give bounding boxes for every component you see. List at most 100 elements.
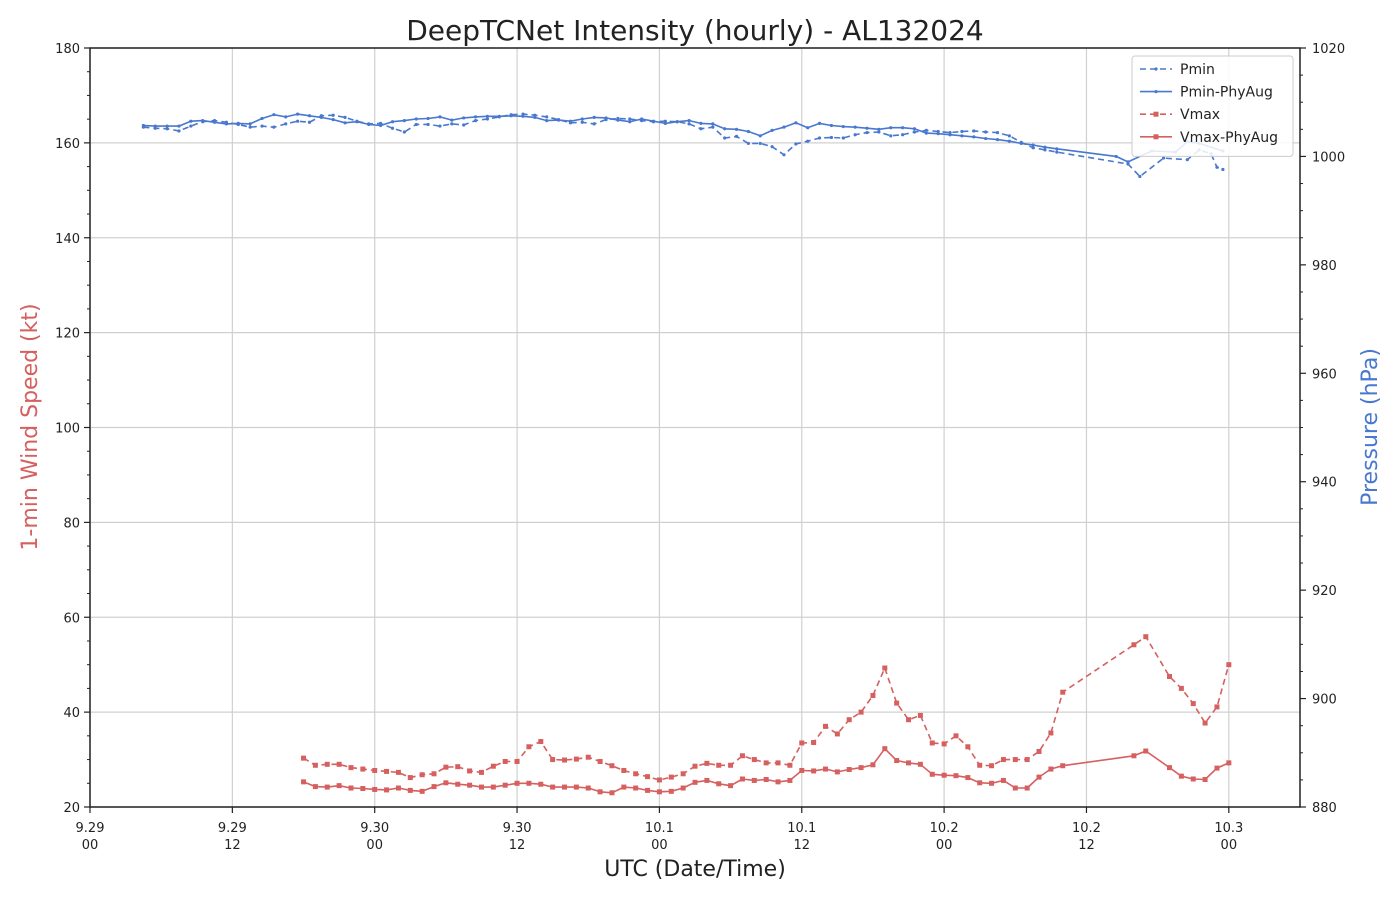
data-point [972,129,976,133]
data-point [538,781,544,787]
data-point [450,122,454,126]
data-point [478,784,484,790]
y-tick-label-right: 960 [1312,367,1337,382]
data-point [1143,634,1149,640]
data-point [455,781,461,787]
data-point [628,117,632,121]
data-point [538,739,544,745]
series-vmax [301,634,1232,783]
data-point [1000,777,1006,783]
data-point [870,693,876,699]
data-point [917,761,923,767]
data-point [960,129,964,134]
legend-marker [1154,67,1158,71]
data-point [1060,763,1066,769]
data-point [751,757,757,763]
data-point [390,120,395,124]
data-point [1131,642,1137,648]
legend-item-vmax-phyaug: Vmax-PhyAug [1140,130,1278,146]
y-tick-label-left: 140 [55,232,80,247]
data-point [728,762,734,768]
data-point [260,116,264,121]
data-point [312,762,318,768]
data-point [763,760,769,766]
data-point [272,125,276,129]
data-point [900,126,905,130]
data-point [260,124,264,128]
data-point [675,120,679,124]
data-point [1114,154,1118,159]
data-point [348,785,354,791]
data-point [656,777,662,783]
data-point [1185,158,1189,162]
data-point [889,134,893,138]
data-point [419,772,425,778]
data-point [462,116,466,120]
data-point [1161,156,1166,160]
data-point [924,131,928,135]
data-point [834,731,840,737]
data-point [331,113,335,117]
data-point [141,123,145,128]
data-point [917,712,923,718]
data-point [621,767,627,773]
data-point [367,122,371,127]
data-point [668,788,674,794]
data-point [1055,150,1059,154]
data-point [782,125,786,129]
data-point [870,762,876,768]
data-point [989,780,995,786]
x-tick-label-date: 10.3 [1214,821,1243,836]
data-point [1000,757,1006,763]
data-series [141,112,1232,796]
data-point [834,769,840,775]
data-point [295,119,300,123]
data-point [775,760,781,766]
data-point [556,118,561,122]
data-point [723,127,727,131]
data-point [1031,146,1035,150]
data-point [509,114,513,118]
data-point [633,771,639,777]
data-point [592,115,596,119]
data-point [628,120,632,124]
series-line-vmax [303,635,1230,781]
x-tick-label-hour: 00 [936,838,953,853]
data-point [301,779,307,785]
data-point [414,117,418,121]
x-tick-label-date: 9.29 [218,821,247,836]
y-axis-label-left: 1-min Wind Speed (kt) [18,303,43,550]
data-point [841,136,845,140]
data-point [858,709,864,715]
legend-label: Pmin [1180,62,1215,78]
data-point [972,135,976,139]
series-line-vmax-phyaug [303,747,1230,794]
data-point [716,762,722,768]
data-point [526,780,532,786]
x-tick-label-hour: 12 [224,838,241,853]
legend-label: Vmax-PhyAug [1180,130,1278,146]
chart-legend: Pmin Pmin-PhyAug Vmax Vmax-PhyAug [1131,55,1294,157]
data-point [336,761,342,767]
data-point [426,116,430,121]
data-point [782,153,786,157]
data-point [1202,776,1208,782]
data-point [295,112,300,116]
data-point [390,126,395,130]
data-point [490,784,496,790]
data-point [585,754,591,760]
data-point [212,120,217,124]
series-line-pmin [143,113,1224,178]
data-point [597,758,603,764]
data-point [1036,748,1042,754]
data-point [307,120,312,124]
legend-marker [1154,90,1158,94]
data-point [372,786,378,792]
data-point [573,756,579,762]
data-point [1060,689,1066,695]
data-point [272,113,276,117]
data-point [965,744,971,750]
data-point [502,782,508,788]
data-point [343,121,347,125]
